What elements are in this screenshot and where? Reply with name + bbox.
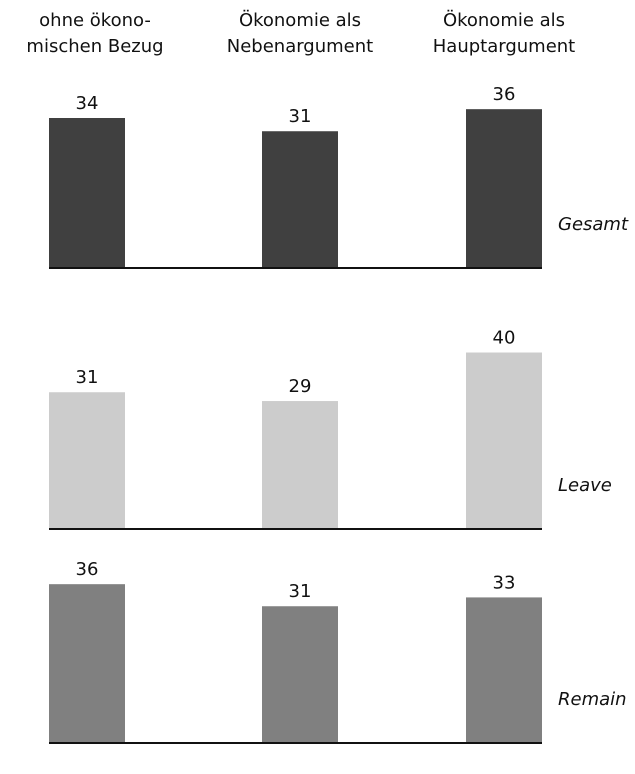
- bar-leave-3: [466, 352, 542, 529]
- bar-gesamt-1: [49, 118, 125, 268]
- bar-gesamt-2: [262, 131, 338, 268]
- series-label-gesamt: Gesamt: [558, 214, 629, 235]
- category-header-1-line-2: Nebenargument: [226, 36, 374, 57]
- category-header-0-line-2: mischen Bezug: [26, 36, 164, 57]
- data-label-leave-2: 29: [289, 376, 312, 397]
- category-header-2-line-2: Hauptargument: [432, 36, 576, 57]
- data-label-remain-1: 36: [76, 559, 99, 580]
- category-header-1-line-1: Ökonomie als: [238, 10, 362, 31]
- bar-remain-2: [262, 606, 338, 743]
- series-label-leave: Leave: [558, 475, 612, 496]
- data-label-gesamt-1: 34: [76, 93, 99, 114]
- data-label-leave-3: 40: [493, 328, 516, 349]
- data-label-gesamt-3: 36: [493, 84, 516, 105]
- category-header-0: ohne ökono- mischen Bezug: [0, 8, 190, 60]
- data-label-leave-1: 31: [76, 367, 99, 388]
- bar-remain-3: [466, 597, 542, 743]
- category-header-2-line-1: Ökonomie als: [442, 10, 566, 31]
- series-label-remain: Remain: [558, 689, 627, 710]
- category-header-2: Ökonomie als Hauptargument: [409, 8, 599, 60]
- category-header-1: Ökonomie als Nebenargument: [205, 8, 395, 60]
- bar-remain-1: [49, 584, 125, 743]
- data-label-remain-2: 31: [289, 581, 312, 602]
- bar-leave-1: [49, 392, 125, 529]
- data-label-gesamt-2: 31: [289, 106, 312, 127]
- category-header-0-line-1: ohne ökono-: [39, 10, 151, 31]
- bar-gesamt-3: [466, 109, 542, 268]
- data-label-remain-3: 33: [493, 572, 516, 593]
- bar-leave-2: [262, 401, 338, 529]
